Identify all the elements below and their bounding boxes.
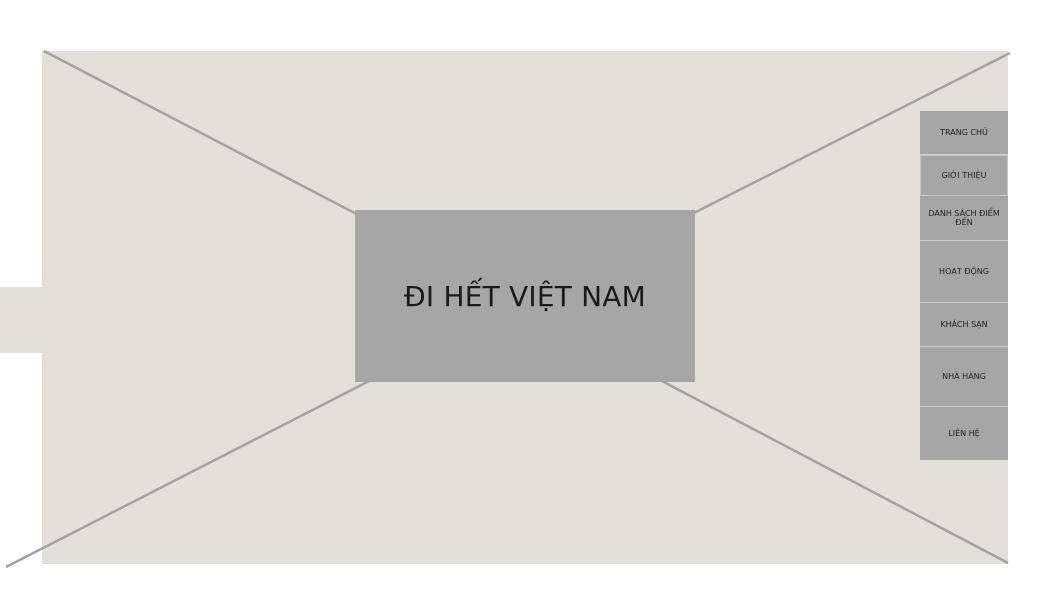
nav-item-about[interactable]: GIỚI THIỆU <box>920 155 1008 196</box>
nav-item-restaurants[interactable]: NHÀ HÀNG <box>920 347 1008 407</box>
diagonal-line-top-right <box>679 51 1011 222</box>
nav-item-destinations[interactable]: DANH SÁCH ĐIỂM ĐẾN <box>920 196 1008 241</box>
diagonal-line-bottom-left <box>5 376 376 569</box>
site-title: ĐI HẾT VIỆT NAM <box>404 279 646 313</box>
diagonal-line-bottom-right <box>659 378 1009 565</box>
hero-title-box: ĐI HẾT VIỆT NAM <box>355 210 695 382</box>
nav-item-home[interactable]: TRANG CHỦ <box>920 111 1008 155</box>
left-side-tab <box>0 287 42 353</box>
nav-item-activities[interactable]: HOẠT ĐỘNG <box>920 241 1008 303</box>
nav-item-contact[interactable]: LIÊN HỆ <box>920 407 1008 460</box>
side-nav-menu: TRANG CHỦ GIỚI THIỆU DANH SÁCH ĐIỂM ĐẾN … <box>920 111 1008 460</box>
diagonal-line-top-left <box>43 49 369 222</box>
nav-item-hotels[interactable]: KHÁCH SẠN <box>920 303 1008 347</box>
